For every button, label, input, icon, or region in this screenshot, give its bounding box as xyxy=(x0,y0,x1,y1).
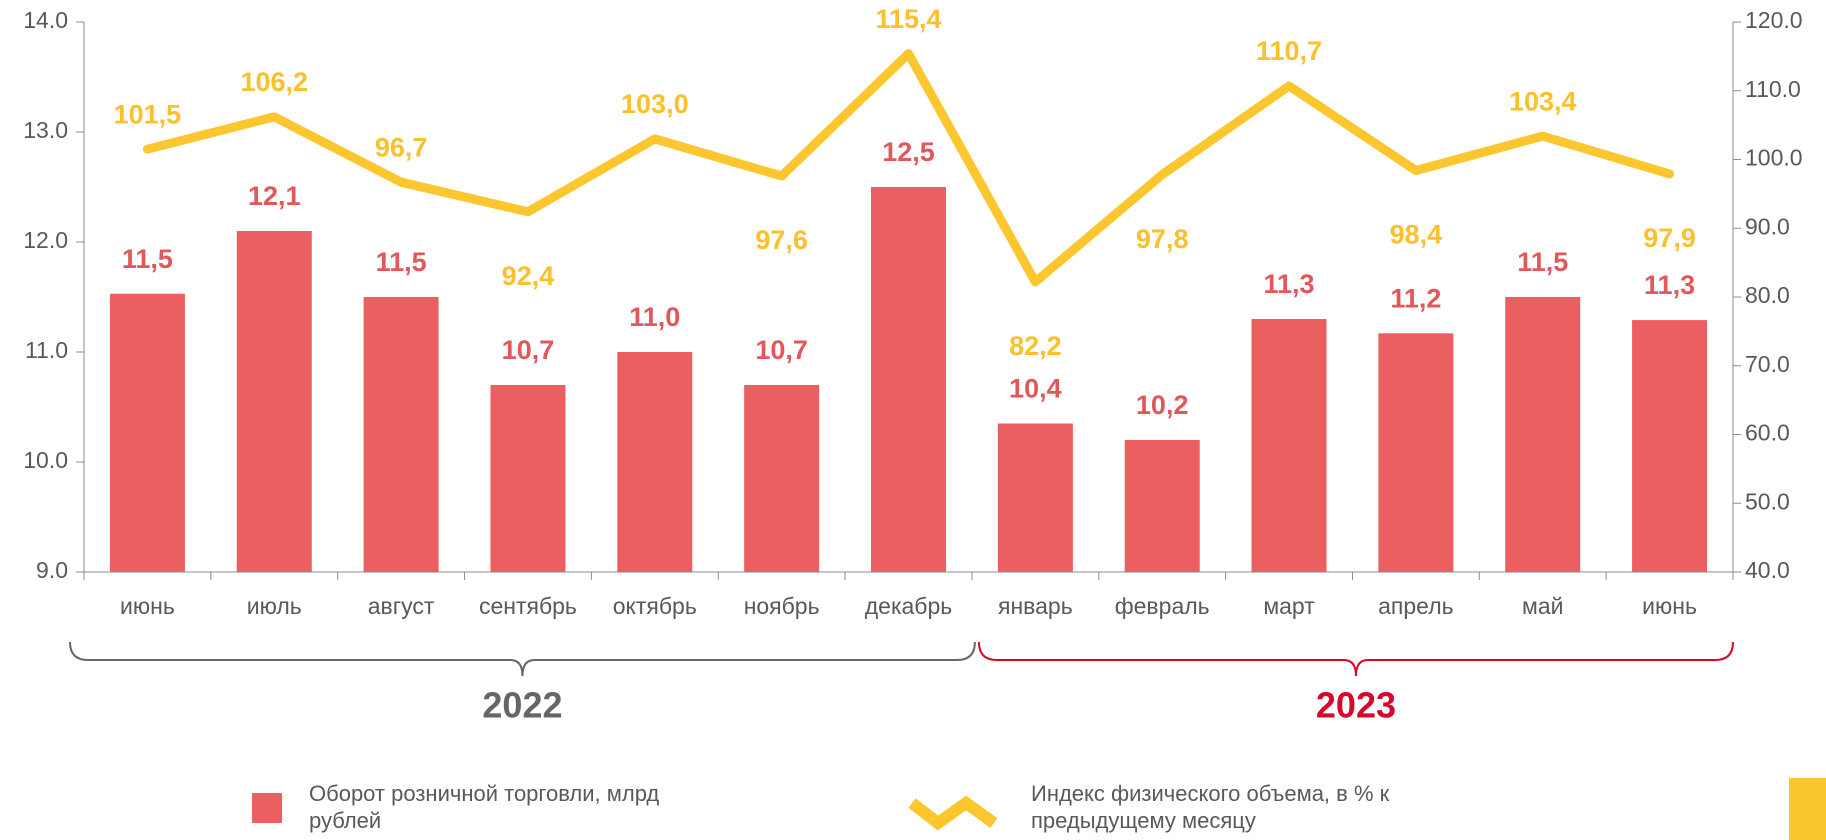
x-tick-label: ноябрь xyxy=(744,593,820,619)
x-tick-label: май xyxy=(1522,593,1563,619)
bar-value-label: 10,7 xyxy=(502,335,555,365)
bar-value-label: 11,2 xyxy=(1390,283,1441,313)
line-value-label: 103,4 xyxy=(1509,86,1577,116)
y-tick-label: 10.0 xyxy=(23,447,68,473)
bar-value-label: 12,5 xyxy=(882,137,935,167)
legend-swatch xyxy=(252,793,282,823)
bar xyxy=(744,385,820,572)
y2-tick-label: 50.0 xyxy=(1745,488,1790,514)
bar xyxy=(871,187,946,572)
legend-label: Оборот розничной торговли, млрд рублей xyxy=(309,781,660,833)
line-value-label: 82,2 xyxy=(1009,331,1062,361)
bar-value-label: 10,2 xyxy=(1136,390,1189,420)
line-value-label: 98,4 xyxy=(1390,220,1443,250)
line-value-label: 115,4 xyxy=(875,4,941,34)
x-tick-label: апрель xyxy=(1378,593,1453,619)
logo-fragment xyxy=(1789,778,1826,840)
bar xyxy=(1124,440,1200,572)
y2-tick-label: 110.0 xyxy=(1745,76,1801,102)
line-value-label: 92,4 xyxy=(502,261,555,291)
y-tick-label: 11.0 xyxy=(25,337,68,363)
bar xyxy=(617,352,693,572)
line-value-label: 110,7 xyxy=(1256,36,1322,66)
y-tick-label: 14.0 xyxy=(23,7,68,33)
y2-tick-label: 90.0 xyxy=(1745,213,1790,239)
y2-tick-label: 100.0 xyxy=(1745,145,1803,171)
x-tick-label: август xyxy=(368,593,435,619)
x-tick-label: март xyxy=(1263,593,1315,619)
legend-swatch xyxy=(908,795,998,831)
x-tick-label: сентябрь xyxy=(479,593,577,619)
line-value-label: 101,5 xyxy=(114,99,182,129)
bar xyxy=(490,385,566,572)
bar xyxy=(1251,319,1327,572)
line-value-label: 103,0 xyxy=(621,89,689,119)
y2-tick-label: 60.0 xyxy=(1745,420,1790,446)
bar xyxy=(1505,297,1581,572)
group-brace xyxy=(977,641,1734,677)
line xyxy=(142,49,1675,287)
line-value-label: 97,8 xyxy=(1136,224,1189,254)
y2-tick-label: 80.0 xyxy=(1745,282,1790,308)
y2-tick-label: 120.0 xyxy=(1745,7,1803,33)
x-tick-label: июль xyxy=(247,593,302,619)
bar-value-label: 11,3 xyxy=(1264,269,1315,299)
line-value-label: 106,2 xyxy=(240,67,308,97)
line-value-label: 97,6 xyxy=(755,225,808,255)
bar-value-label: 11,0 xyxy=(629,302,680,332)
x-tick-label: июнь xyxy=(1642,593,1697,619)
legend-label: Индекс физического объема, в % к предыду… xyxy=(1031,781,1390,833)
bar-value-label: 11,5 xyxy=(122,244,173,274)
y2-tick-label: 70.0 xyxy=(1745,351,1790,377)
x-tick-label: февраль xyxy=(1115,593,1210,619)
bar xyxy=(363,297,439,572)
group-label: 2022 xyxy=(482,685,562,726)
group-label: 2023 xyxy=(1316,685,1396,726)
bar xyxy=(997,423,1073,572)
x-tick-label: июнь xyxy=(120,593,175,619)
line-value-label: 97,9 xyxy=(1643,223,1696,253)
y-tick-label: 13.0 xyxy=(23,117,68,143)
bar-value-label: 11,3 xyxy=(1644,270,1695,300)
x-tick-label: октябрь xyxy=(613,593,697,619)
bar xyxy=(1378,333,1454,572)
bar xyxy=(109,293,185,572)
bar-value-label: 10,7 xyxy=(755,335,808,365)
x-tick-label: декабрь xyxy=(865,593,953,619)
x-tick-label: январь xyxy=(998,593,1073,619)
y-tick-label: 9.0 xyxy=(36,557,68,583)
bar-value-label: 11,5 xyxy=(1517,247,1568,277)
bar xyxy=(236,231,312,572)
y2-tick-label: 40.0 xyxy=(1745,557,1790,583)
group-brace xyxy=(69,641,976,677)
y-tick-label: 12.0 xyxy=(23,227,68,253)
bar xyxy=(1632,320,1708,572)
bar-value-label: 12,1 xyxy=(248,181,301,211)
line-value-label: 96,7 xyxy=(375,132,428,162)
bar-value-label: 11,5 xyxy=(376,247,427,277)
bar-value-label: 10,4 xyxy=(1009,374,1062,404)
